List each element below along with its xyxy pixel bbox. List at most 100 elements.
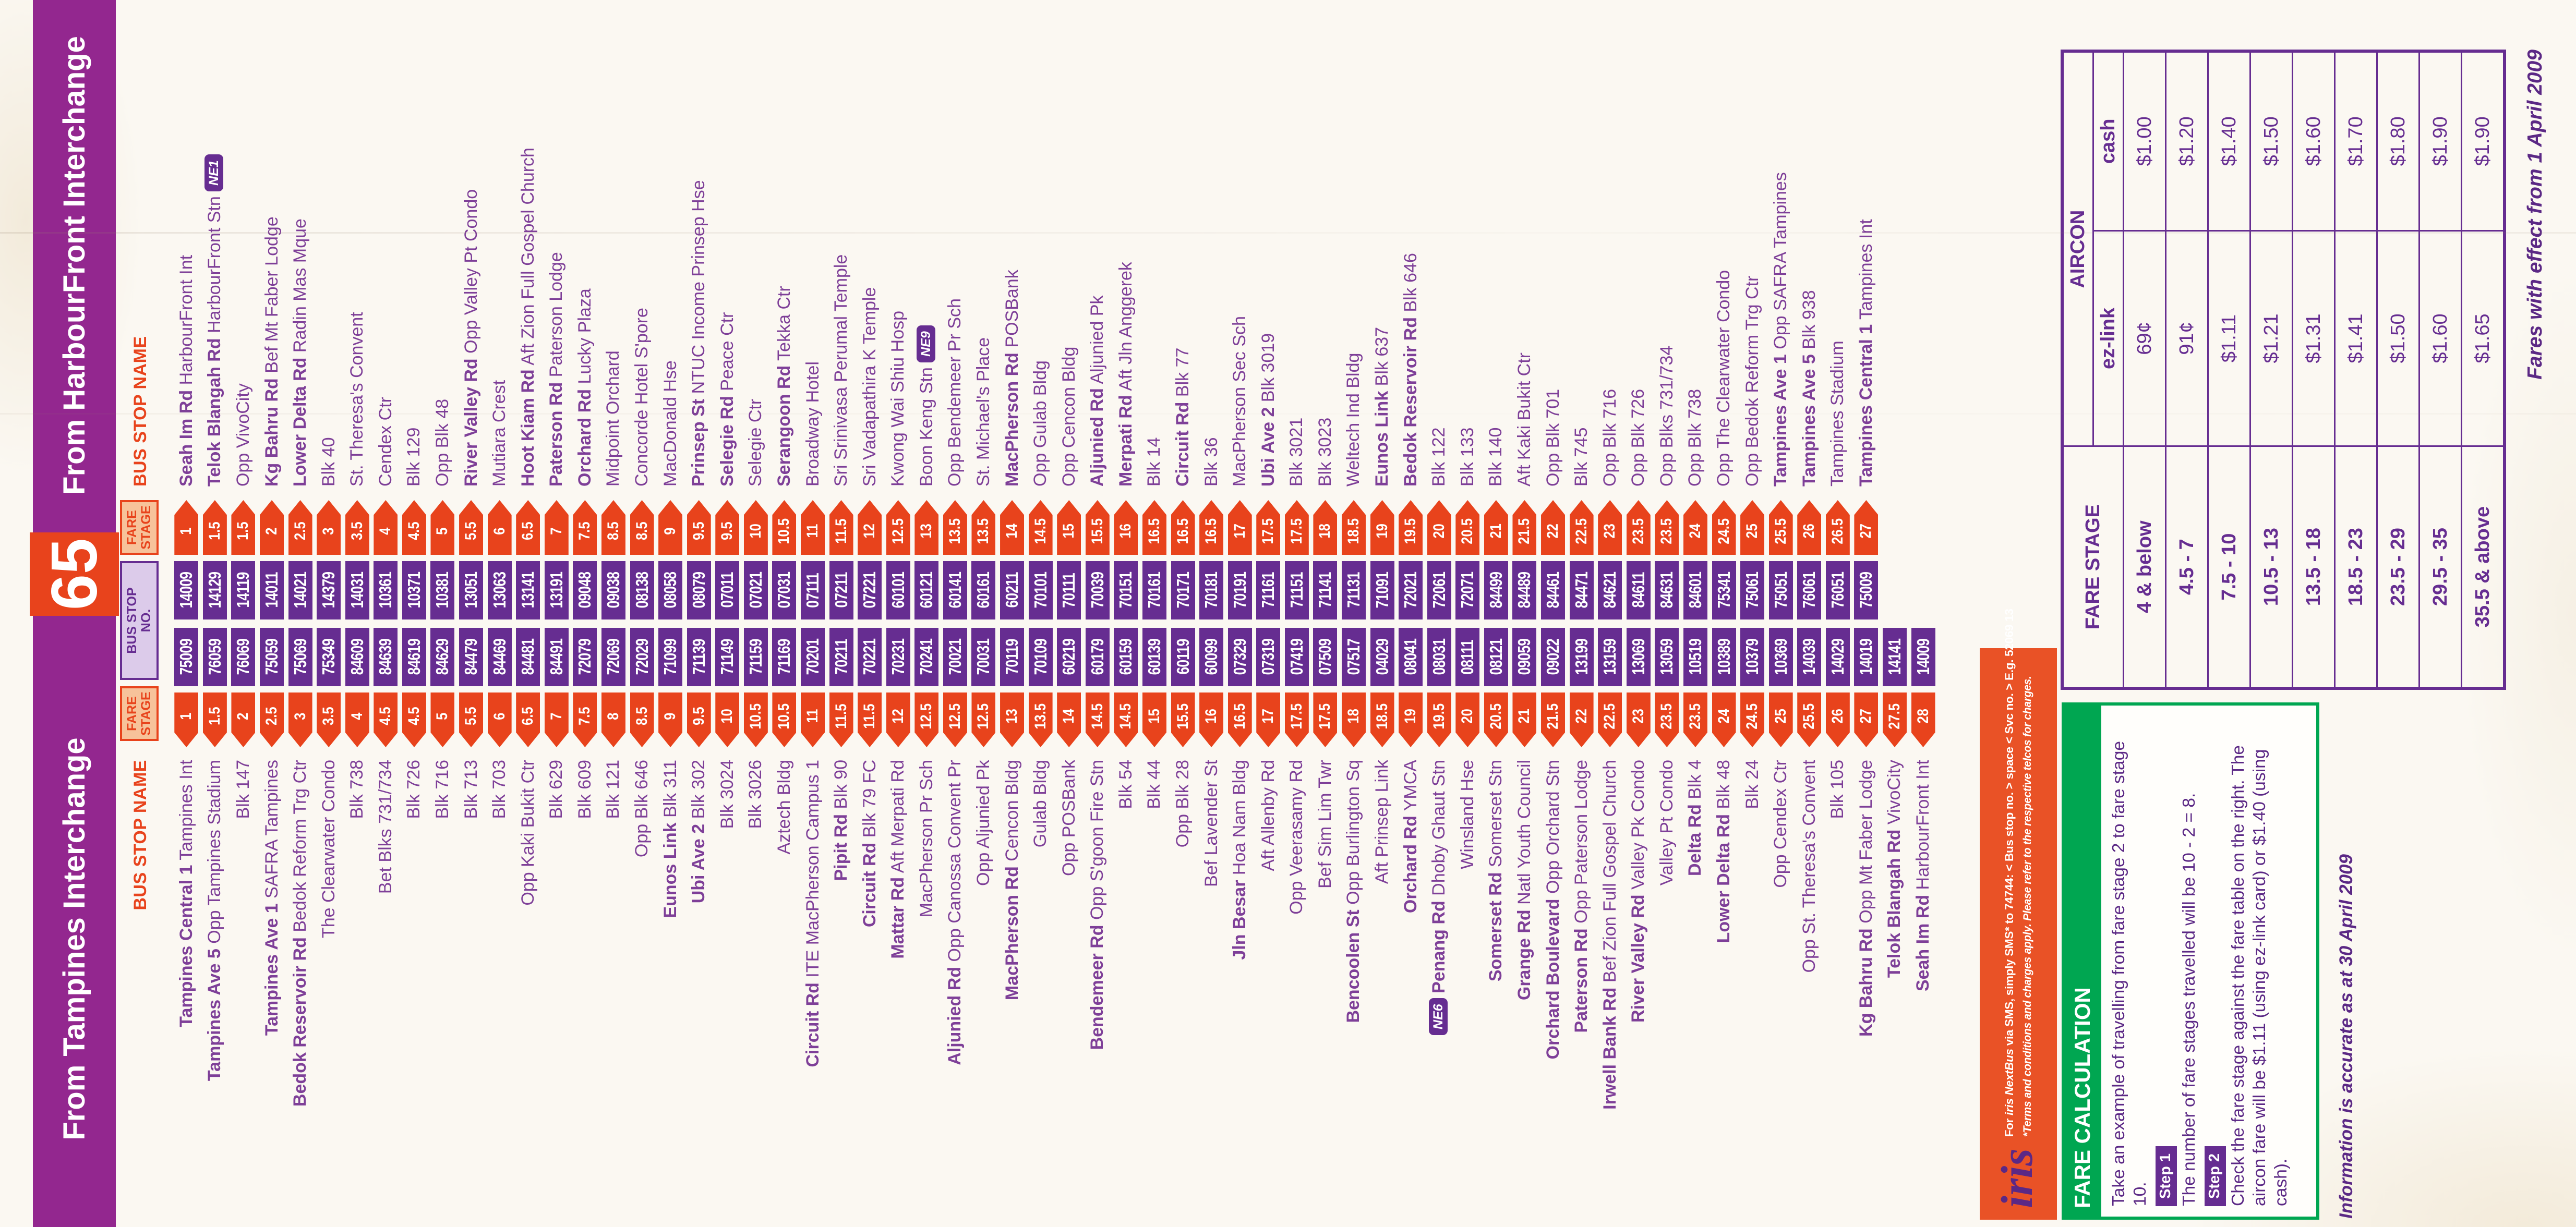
tampines-stop-number: 84481 bbox=[516, 628, 540, 686]
harbourfront-fare-stage: 7.5 bbox=[573, 500, 597, 555]
harbourfront-stop-name: Opp Blk 701 bbox=[1543, 388, 1563, 487]
harbourfront-fare-stage: 2 bbox=[260, 500, 284, 555]
harbourfront-stop-name: Paterson Rd Paterson Lodge bbox=[546, 252, 567, 487]
tampines-stop-number: 84491 bbox=[544, 628, 569, 686]
tampines-stop-number: 76059 bbox=[202, 628, 227, 686]
harbourfront-stop-number: 60101 bbox=[886, 561, 910, 619]
harbourfront-stop-number: 75061 bbox=[1740, 561, 1765, 619]
tampines-fare-stage: 25.5 bbox=[1797, 693, 1821, 747]
harbourfront-fare-stage: 7 bbox=[545, 500, 569, 555]
tampines-stop-name: Tampines Central 1 Tampines Int bbox=[176, 760, 196, 1027]
tampines-stop-number: 70201 bbox=[801, 628, 825, 686]
harbourfront-fare-stage: 5 bbox=[430, 500, 454, 555]
tampines-fare-stage: 7.5 bbox=[573, 693, 597, 747]
harbourfront-stop-number: 84631 bbox=[1655, 561, 1679, 619]
fare-table-row: 4 & below 69¢ $1.00 bbox=[2123, 51, 2166, 688]
harbourfront-fare-stage: 12 bbox=[858, 500, 882, 555]
harbourfront-stop-name: Opp Bedok Reform Trg Ctr bbox=[1742, 275, 1762, 487]
harbourfront-stop-number: 72061 bbox=[1427, 561, 1451, 619]
harbourfront-fare-stage: 22.5 bbox=[1570, 500, 1594, 555]
harbourfront-fare-stage: 1.5 bbox=[231, 500, 255, 555]
tampines-stop-number: 07517 bbox=[1341, 628, 1366, 686]
iris-sms-line1: For iris NextBus via SMS, simply SMS* to… bbox=[2003, 609, 2016, 1137]
tampines-fare-stage: 9 bbox=[658, 693, 682, 747]
harbourfront-stop-name: Opp Blk 716 bbox=[1599, 388, 1620, 487]
stop-row-44: Orchard Rd YMCA 19 08041 72021 19.5 Bedo… bbox=[1397, 0, 1425, 1227]
tampines-stop-name: Pipit Rd Blk 90 bbox=[831, 760, 851, 881]
harbourfront-fare-stage: 15 bbox=[1057, 500, 1081, 555]
harbourfront-stop-number: 09048 bbox=[573, 561, 597, 619]
harbourfront-stop-name: Opp Blks 731/734 bbox=[1656, 345, 1677, 487]
tampines-stop-name: Blk 716 bbox=[432, 760, 452, 819]
harbourfront-stop-number: 07111 bbox=[801, 561, 825, 619]
harbourfront-fare-stage: 17.5 bbox=[1285, 500, 1309, 555]
tampines-stop-name: Jln Besar Hoa Nam Bldg bbox=[1230, 760, 1250, 960]
ezlink-fare: $1.60 bbox=[2419, 230, 2462, 446]
harbourfront-fare-stage: 14.5 bbox=[1029, 500, 1053, 555]
tampines-stop-name: Ubi Ave 2 Blk 302 bbox=[689, 760, 709, 904]
tampines-fare-stage: 14.5 bbox=[1114, 693, 1138, 747]
stop-row-32: Opp POSBank 14 60219 70111 15 Opp Cencon… bbox=[1055, 0, 1084, 1227]
harbourfront-stop-number: 71131 bbox=[1341, 561, 1366, 619]
harbourfront-stop-name: Weltech Ind Bldg bbox=[1343, 353, 1364, 487]
tampines-stop-number: 60219 bbox=[1057, 628, 1081, 686]
tampines-stop-number: 60159 bbox=[1114, 628, 1138, 686]
ezlink-fare: $1.31 bbox=[2292, 230, 2335, 446]
tampines-fare-stage: 16.5 bbox=[1228, 693, 1252, 747]
stop-row-24: Pipit Rd Blk 90 11.5 70211 07211 11.5 Sr… bbox=[827, 0, 856, 1227]
harbourfront-fare-stage: 17.5 bbox=[1256, 500, 1280, 555]
tampines-fare-stage: 24 bbox=[1712, 693, 1736, 747]
harbourfront-fare-stage: 6 bbox=[488, 500, 512, 555]
harbourfront-stop-name: Tampines Central 1 Tampines Int bbox=[1856, 219, 1876, 487]
harbourfront-stop-name: Telok Blangah Rd HarbourFront Stn NE1 bbox=[204, 0, 225, 500]
tampines-stop-number: 84469 bbox=[487, 628, 512, 686]
aircon-group-header: AIRCON bbox=[2062, 51, 2093, 446]
stop-row-55: Lower Delta Rd Blk 48 24 10389 75341 24.… bbox=[1710, 0, 1738, 1227]
harbourfront-fare-stage: 8.5 bbox=[630, 500, 654, 555]
harbourfront-stop-name: Blk 745 bbox=[1571, 427, 1592, 487]
tampines-stop-number: 71169 bbox=[772, 628, 797, 686]
fare-stage-range: 23.5 - 29 bbox=[2377, 446, 2419, 688]
tampines-fare-stage: 17.5 bbox=[1313, 693, 1337, 747]
harbourfront-stop-number: 60211 bbox=[1000, 561, 1025, 619]
stop-row-15: Blk 609 7.5 72079 09048 7.5 Orchard Rd L… bbox=[571, 0, 599, 1227]
tampines-fare-stage: 9.5 bbox=[687, 693, 711, 747]
tampines-stop-number: 09059 bbox=[1512, 628, 1537, 686]
tampines-fare-stage: 12.5 bbox=[971, 693, 995, 747]
stop-row-52: River Valley Rd Valley Pk Condo 23 13069… bbox=[1624, 0, 1653, 1227]
cash-fare: $1.40 bbox=[2208, 51, 2250, 231]
stop-row-50: Paterson Rd Opp Paterson Lodge 22 13199 … bbox=[1567, 0, 1596, 1227]
harbourfront-stop-number: 72021 bbox=[1399, 561, 1423, 619]
tampines-stop-name: Blk 629 bbox=[546, 760, 567, 819]
tampines-stop-number: 70211 bbox=[829, 628, 853, 686]
fare-table: FARE STAGE AIRCON ez-link cash 4 & below… bbox=[2061, 50, 2506, 690]
tampines-stop-number: 75349 bbox=[317, 628, 341, 686]
tampines-stop-name: Opp Kaki Bukit Ctr bbox=[517, 760, 538, 906]
harbourfront-stop-name: MacPherson Sec Sch bbox=[1230, 316, 1250, 487]
tampines-stop-number: 13069 bbox=[1626, 628, 1651, 686]
harbourfront-fare-stage: 18 bbox=[1313, 500, 1337, 555]
stop-row-56: Blk 24 24.5 10379 75061 25 Opp Bedok Ref… bbox=[1738, 0, 1767, 1227]
tampines-fare-stage: 19 bbox=[1399, 693, 1423, 747]
stop-row-6: The Clearwater Condo 3.5 75349 14379 3 B… bbox=[315, 0, 343, 1227]
tampines-stop-number: 75069 bbox=[288, 628, 312, 686]
harbourfront-stop-number: 70161 bbox=[1142, 561, 1166, 619]
tampines-stop-number: 84629 bbox=[430, 628, 455, 686]
harbourfront-fare-stage: 15.5 bbox=[1086, 500, 1110, 555]
iris-sms-text: For iris NextBus via SMS, simply SMS* to… bbox=[2003, 609, 2034, 1137]
tampines-stop-name: Opp POSBank bbox=[1058, 760, 1079, 877]
harbourfront-stop-name: Blk 3023 bbox=[1315, 417, 1335, 487]
tampines-stop-name: Circuit Rd ITE MacPherson Campus 1 bbox=[802, 760, 823, 1067]
tampines-stop-number: 14029 bbox=[1825, 628, 1850, 686]
tampines-stop-number: 14141 bbox=[1882, 628, 1907, 686]
stop-row-3: Blk 147 2 76069 14119 1.5 Opp VivoCity bbox=[229, 0, 258, 1227]
stop-row-33: Bendemeer Rd Opp S'goon Fire Stn 14.5 60… bbox=[1084, 0, 1112, 1227]
harbourfront-fare-stage: 23.5 bbox=[1627, 500, 1651, 555]
stop-row-30: MacPherson Rd Cencon Bldg 13 70119 60211… bbox=[998, 0, 1027, 1227]
tampines-stop-number: 71099 bbox=[658, 628, 683, 686]
harbourfront-fare-stage: 12.5 bbox=[886, 500, 910, 555]
harbourfront-fare-stage: 23.5 bbox=[1655, 500, 1679, 555]
harbourfront-fare-stage: 11 bbox=[801, 500, 825, 555]
stop-row-12: Blk 703 6 84469 13063 6 Mutiara Crest bbox=[485, 0, 514, 1227]
harbourfront-fare-stage: 4.5 bbox=[402, 500, 426, 555]
